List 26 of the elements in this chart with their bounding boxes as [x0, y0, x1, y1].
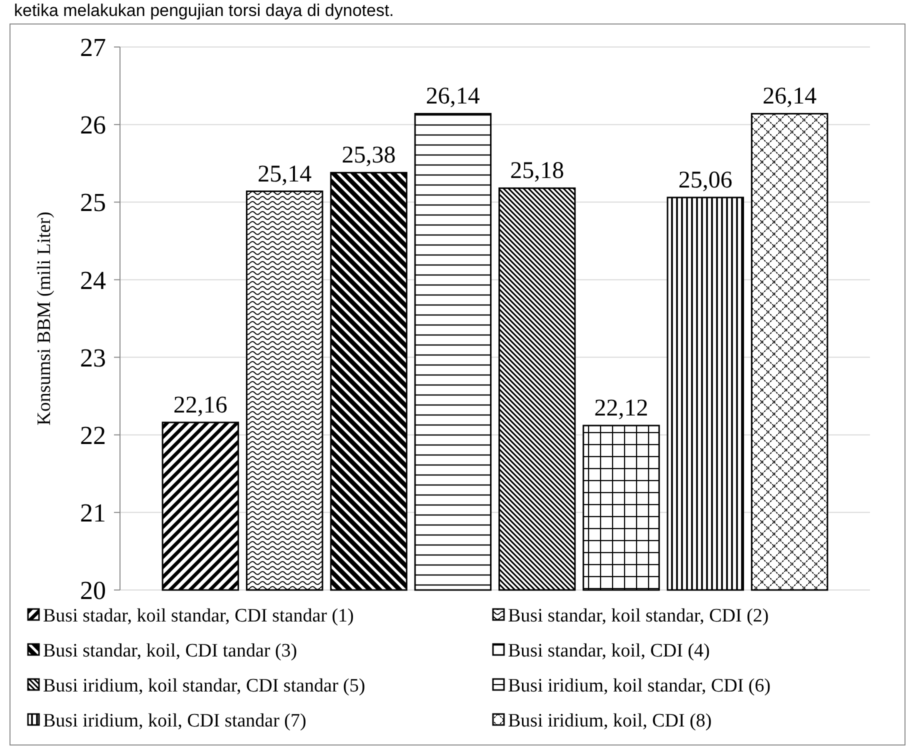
legend-label: Busi standar, koil standar, CDI (2) [508, 606, 769, 627]
y-tick-label: 27 [80, 33, 106, 62]
data-label: 22,12 [594, 396, 648, 422]
y-tick-label: 21 [80, 498, 106, 528]
y-tick-label: 24 [80, 266, 106, 295]
legend-label: Busi stadar, koil standar, CDI standar (1) [43, 606, 354, 627]
legend-label: Busi standar, koil, CDI tandar (3) [43, 640, 298, 662]
data-label: 26,14 [762, 84, 817, 110]
legend-label: Busi standar, koil, CDI (4) [508, 640, 710, 662]
data-label: 25,06 [678, 167, 732, 194]
legend-label: Busi iridium, koil, CDI (8) [508, 710, 712, 732]
legend-label: Busi iridium, koil, CDI standar (7) [43, 710, 306, 732]
data-label: 26,14 [426, 84, 480, 110]
data-label: 22,16 [173, 392, 228, 418]
y-tick-label: 25 [80, 188, 106, 218]
y-tick-label: 26 [80, 110, 106, 140]
y-tick-label: 23 [80, 343, 106, 372]
data-label: 25,14 [258, 161, 312, 188]
y-tick-label: 22 [80, 420, 106, 450]
legend-label: Busi iridium, koil standar, CDI (6) [508, 676, 771, 697]
y-tick-label: 20 [80, 576, 106, 606]
data-label: 25,18 [510, 158, 564, 184]
legend-label: Busi iridium, koil standar, CDI standar (5) [43, 676, 366, 697]
data-label: 25,38 [342, 142, 396, 169]
text: ketika melakukan pengujian torsi daya di dynotest. [14, 1, 394, 20]
y-axis-title: Konsumsi BBM (mili Liter) [34, 212, 55, 426]
